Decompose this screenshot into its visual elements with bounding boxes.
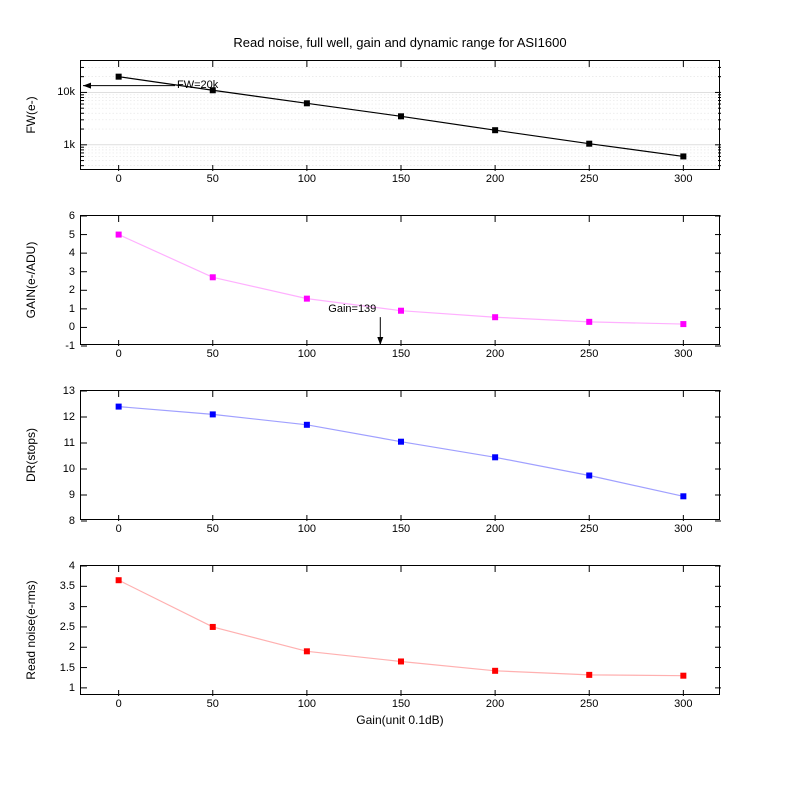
ytick-label: 5 bbox=[69, 229, 75, 241]
chart-area: FW(e-)1k10k050100150200250300FW=20k GAIN(… bbox=[80, 60, 720, 727]
ytick-label: 1k bbox=[63, 139, 75, 151]
ytick-label: 1.5 bbox=[60, 662, 75, 674]
xtick-label: 300 bbox=[674, 523, 692, 535]
ytick-label: 0 bbox=[69, 321, 75, 333]
xtick-label: 250 bbox=[580, 348, 598, 360]
xtick-label: 50 bbox=[207, 698, 219, 710]
xtick-label: 200 bbox=[486, 173, 504, 185]
ytick-label: 2.5 bbox=[60, 621, 75, 633]
xtick-label: 200 bbox=[486, 523, 504, 535]
ytick-label: 3.5 bbox=[60, 580, 75, 592]
panel-dr: DR(stops)8910111213050100150200250300 bbox=[80, 390, 720, 520]
ytick-label: 3 bbox=[69, 266, 75, 278]
xtick-label: 100 bbox=[298, 173, 316, 185]
xtick-label: 50 bbox=[207, 523, 219, 535]
annotation-fw: FW=20k bbox=[177, 79, 218, 91]
ytick-label: 10k bbox=[57, 86, 75, 98]
ylabel-gain: GAIN(e-/ADU) bbox=[24, 242, 38, 319]
xtick-label: 100 bbox=[298, 698, 316, 710]
panel-fw: FW(e-)1k10k050100150200250300FW=20k bbox=[80, 60, 720, 170]
xtick-label: 0 bbox=[116, 698, 122, 710]
ytick-label: 3 bbox=[69, 601, 75, 613]
ytick-label: 13 bbox=[63, 385, 75, 397]
ytick-label: 2 bbox=[69, 641, 75, 653]
xtick-label: 200 bbox=[486, 348, 504, 360]
ytick-label: 9 bbox=[69, 489, 75, 501]
ytick-label: 11 bbox=[64, 437, 75, 449]
ytick-label: 4 bbox=[69, 560, 75, 572]
ytick-label: 8 bbox=[69, 515, 75, 527]
xlabel: Gain(unit 0.1dB) bbox=[80, 713, 720, 727]
ylabel-dr: DR(stops) bbox=[24, 428, 38, 482]
chart-title: Read noise, full well, gain and dynamic … bbox=[0, 0, 800, 60]
annotation-gain: Gain=139 bbox=[328, 303, 376, 315]
xtick-label: 250 bbox=[580, 523, 598, 535]
xtick-label: 150 bbox=[392, 348, 410, 360]
xtick-label: 0 bbox=[116, 348, 122, 360]
ytick-label: -1 bbox=[65, 340, 75, 352]
xtick-label: 250 bbox=[580, 173, 598, 185]
xtick-label: 100 bbox=[298, 348, 316, 360]
xtick-label: 0 bbox=[116, 173, 122, 185]
xtick-label: 50 bbox=[207, 173, 219, 185]
xtick-label: 50 bbox=[207, 348, 219, 360]
ytick-label: 6 bbox=[69, 210, 75, 222]
ytick-label: 10 bbox=[63, 463, 75, 475]
xtick-label: 0 bbox=[116, 523, 122, 535]
xtick-label: 150 bbox=[392, 523, 410, 535]
xtick-label: 200 bbox=[486, 698, 504, 710]
ytick-label: 4 bbox=[69, 247, 75, 259]
panel-rn: Read noise(e-rms)11.522.533.540501001502… bbox=[80, 565, 720, 695]
xtick-label: 300 bbox=[674, 698, 692, 710]
ytick-label: 1 bbox=[69, 303, 75, 315]
ytick-label: 12 bbox=[63, 411, 75, 423]
xtick-label: 100 bbox=[298, 523, 316, 535]
xtick-label: 150 bbox=[392, 173, 410, 185]
ylabel-rn: Read noise(e-rms) bbox=[24, 580, 38, 679]
xtick-label: 150 bbox=[392, 698, 410, 710]
xtick-label: 300 bbox=[674, 348, 692, 360]
xtick-label: 300 bbox=[674, 173, 692, 185]
ytick-label: 1 bbox=[69, 682, 75, 694]
panel-gain: GAIN(e-/ADU)-10123456050100150200250300G… bbox=[80, 215, 720, 345]
ytick-label: 2 bbox=[69, 284, 75, 296]
xtick-label: 250 bbox=[580, 698, 598, 710]
ylabel-fw: FW(e-) bbox=[24, 96, 38, 133]
